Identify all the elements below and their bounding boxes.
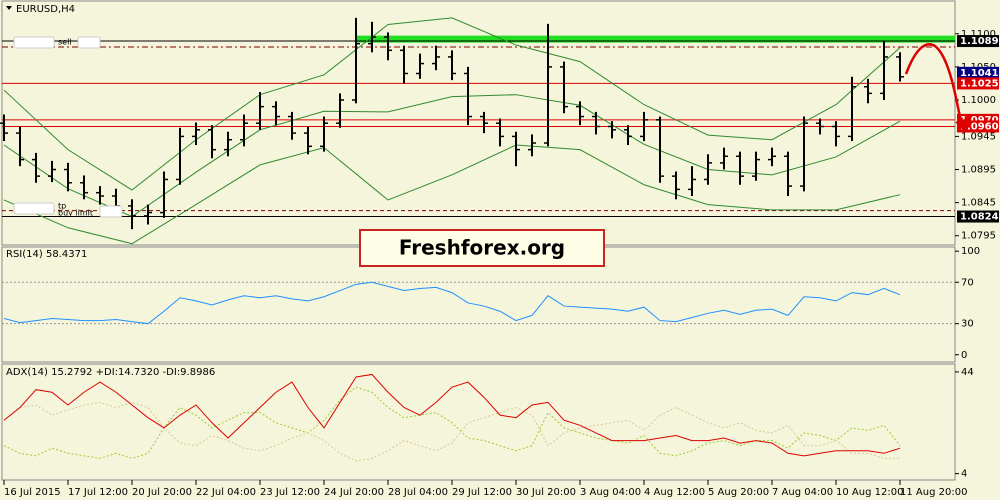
x-tick-label: 29 Jul 12:00 bbox=[452, 487, 512, 498]
y-tick-label: 0 bbox=[961, 350, 967, 361]
indicator-line bbox=[3, 373, 901, 457]
order-box bbox=[13, 202, 55, 215]
order-label: sell bbox=[58, 38, 72, 47]
order-box bbox=[77, 36, 101, 49]
watermark-box bbox=[359, 229, 605, 267]
y-tick-label: 30 bbox=[961, 319, 974, 330]
indicator-line bbox=[3, 281, 901, 325]
price-tag-label: 1.1041 bbox=[960, 68, 999, 79]
y-tick-label: 44 bbox=[961, 367, 974, 378]
price-tag-label: 1.1025 bbox=[960, 78, 999, 89]
x-tick-label: 23 Jul 12:00 bbox=[260, 487, 320, 498]
price-tag-label: 1.0970 bbox=[960, 115, 999, 126]
price-tag bbox=[957, 210, 999, 223]
bollinger-band bbox=[3, 144, 901, 245]
x-tick-label: 3 Aug 04:00 bbox=[580, 487, 641, 498]
x-tick-label: 22 Jul 04:00 bbox=[196, 487, 256, 498]
x-tick-label: 11 Aug 20:00 bbox=[900, 487, 967, 498]
indicator-line bbox=[3, 386, 901, 459]
price-tag bbox=[957, 77, 999, 90]
y-tick-label: 1.1100 bbox=[961, 29, 996, 40]
y-tick-label: 1.1000 bbox=[961, 95, 996, 106]
price-tag-label: 1.0824 bbox=[960, 212, 999, 223]
x-tick-label: 4 Aug 12:00 bbox=[644, 487, 705, 498]
price-tag-label: 1.1089 bbox=[960, 36, 999, 47]
forecast-arrow bbox=[904, 43, 964, 129]
order-box bbox=[99, 205, 123, 218]
adx-panel bbox=[1, 363, 956, 481]
rsi-title: RSI(14) 58.4371 bbox=[6, 249, 87, 260]
x-tick-label: 5 Aug 20:00 bbox=[708, 487, 769, 498]
x-tick-label: 10 Aug 12:00 bbox=[836, 487, 903, 498]
indicator-line bbox=[3, 401, 900, 462]
x-tick-label: 16 Jul 2015 bbox=[4, 487, 61, 498]
price-tag bbox=[957, 66, 999, 79]
y-tick-label: 70 bbox=[961, 277, 974, 288]
order-label: tp bbox=[58, 202, 66, 211]
x-tick-label: 30 Jul 20:00 bbox=[516, 487, 576, 498]
adx-title: ADX(14) 15.2792 +DI:14.7320 -DI:9.8986 bbox=[6, 367, 215, 378]
x-tick-label: 7 Aug 04:00 bbox=[772, 487, 833, 498]
y-tick-label: 1.0945 bbox=[961, 131, 996, 142]
order-box bbox=[13, 36, 55, 49]
bollinger-band bbox=[3, 17, 901, 191]
price-tag-label: 1.0960 bbox=[960, 121, 999, 132]
y-tick-label: 4 bbox=[961, 469, 967, 480]
y-tick-label: 1.0895 bbox=[961, 165, 996, 176]
arrow-head bbox=[955, 118, 968, 133]
x-tick-label: 24 Jul 20:00 bbox=[324, 487, 384, 498]
price-tag bbox=[957, 35, 999, 48]
x-tick-label: 20 Jul 20:00 bbox=[132, 487, 192, 498]
order-label: buy limit bbox=[58, 209, 93, 218]
chart-title: EURUSD,H4 bbox=[16, 4, 75, 15]
x-tick-label: 28 Jul 04:00 bbox=[388, 487, 448, 498]
y-tick-label: 1.0795 bbox=[961, 231, 996, 242]
y-tick-label: 1.0845 bbox=[961, 198, 996, 209]
bollinger-band bbox=[3, 94, 901, 218]
watermark: Freshforex.org bbox=[399, 236, 565, 260]
price-tag bbox=[957, 120, 999, 133]
y-tick-label: 100 bbox=[961, 246, 980, 257]
orders: sell tp buy limit bbox=[13, 36, 123, 218]
x-tick-label: 17 Jul 12:00 bbox=[68, 487, 128, 498]
menu-arrow bbox=[6, 6, 12, 10]
